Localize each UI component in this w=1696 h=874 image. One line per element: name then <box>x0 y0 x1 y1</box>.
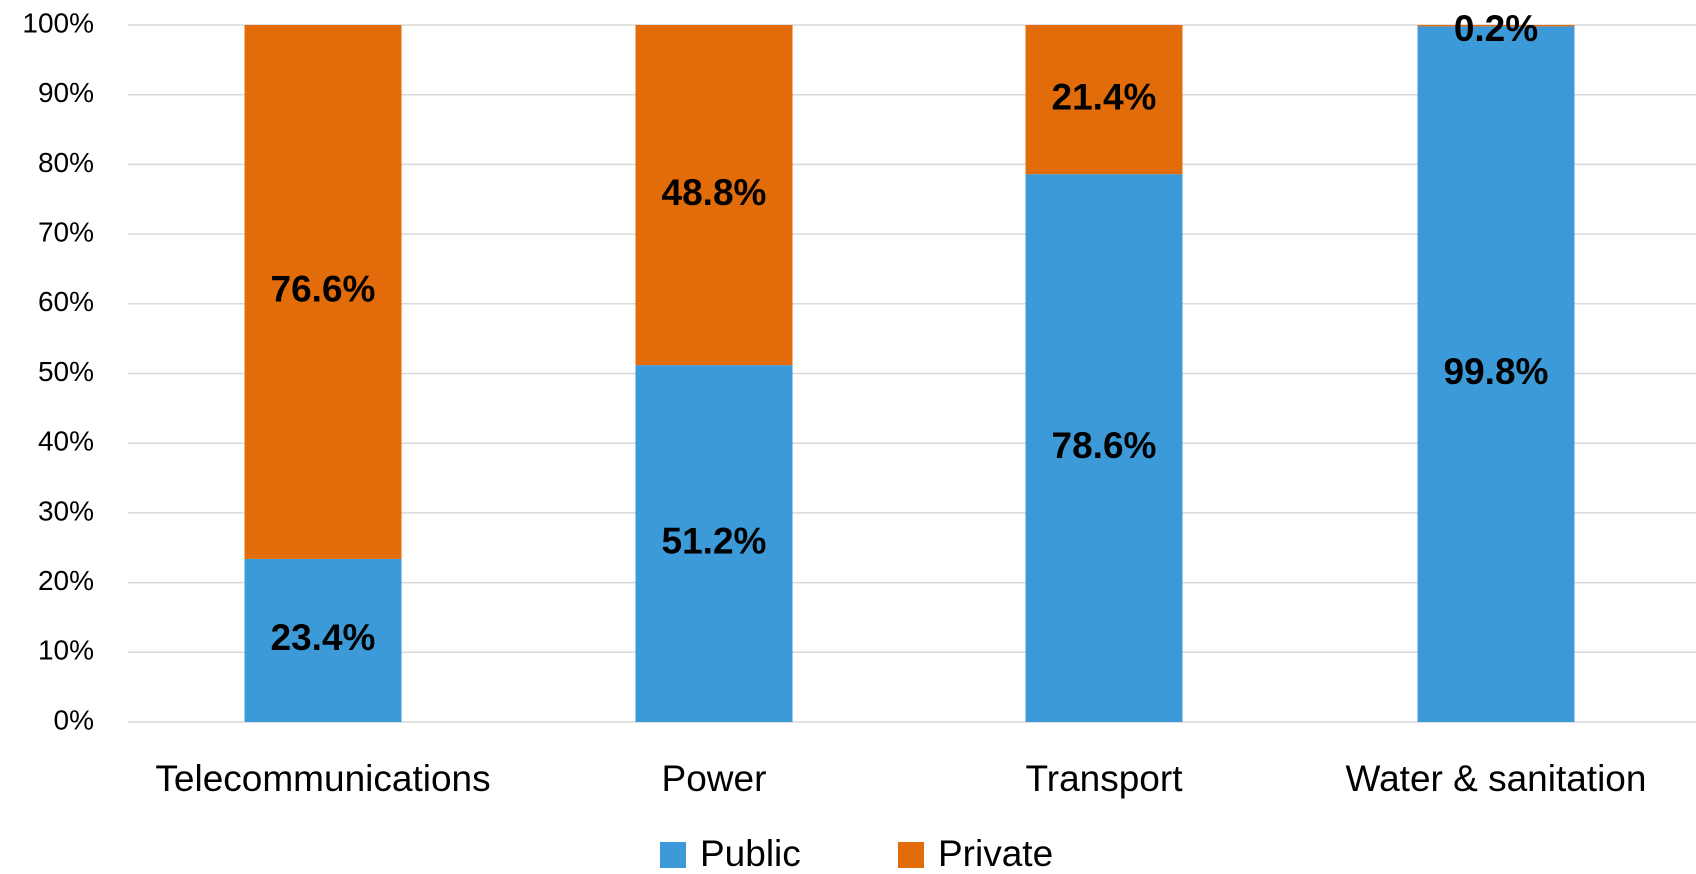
bar-segment <box>1025 25 1183 175</box>
legend-swatch <box>898 842 924 868</box>
data-label: 0.2% <box>1454 8 1538 49</box>
x-tick-label: Power <box>662 758 767 799</box>
legend-label: Private <box>938 833 1053 874</box>
bar-segment <box>244 25 402 559</box>
y-tick-label: 90% <box>38 77 94 108</box>
legend-label: Public <box>700 833 801 874</box>
bar-segment <box>1025 174 1183 722</box>
data-label: 78.6% <box>1052 425 1157 466</box>
bar-segment <box>635 365 793 722</box>
data-label: 48.8% <box>662 172 767 213</box>
data-label: 21.4% <box>1052 76 1157 117</box>
bar-segment <box>244 558 402 722</box>
x-tick-label: Water & sanitation <box>1346 758 1647 799</box>
bar-segment <box>1417 26 1575 723</box>
data-label: 76.6% <box>271 269 376 310</box>
y-tick-label: 40% <box>38 426 94 457</box>
y-tick-label: 10% <box>38 635 94 666</box>
x-tick-label: Transport <box>1026 758 1184 799</box>
y-tick-label: 80% <box>38 147 94 178</box>
y-tick-label: 50% <box>38 356 94 387</box>
y-tick-label: 30% <box>38 495 94 526</box>
y-tick-label: 0% <box>54 704 94 735</box>
y-tick-label: 20% <box>38 565 94 596</box>
x-tick-label: Telecommunications <box>155 758 490 799</box>
legend-swatch <box>660 842 686 868</box>
data-label: 51.2% <box>662 520 767 561</box>
bar-segment <box>1417 25 1575 27</box>
data-label: 23.4% <box>271 617 376 658</box>
data-label: 99.8% <box>1444 351 1549 392</box>
y-tick-label: 70% <box>38 216 94 247</box>
y-tick-label: 60% <box>38 286 94 317</box>
bar-segment <box>635 25 793 366</box>
y-tick-label: 100% <box>22 7 94 38</box>
